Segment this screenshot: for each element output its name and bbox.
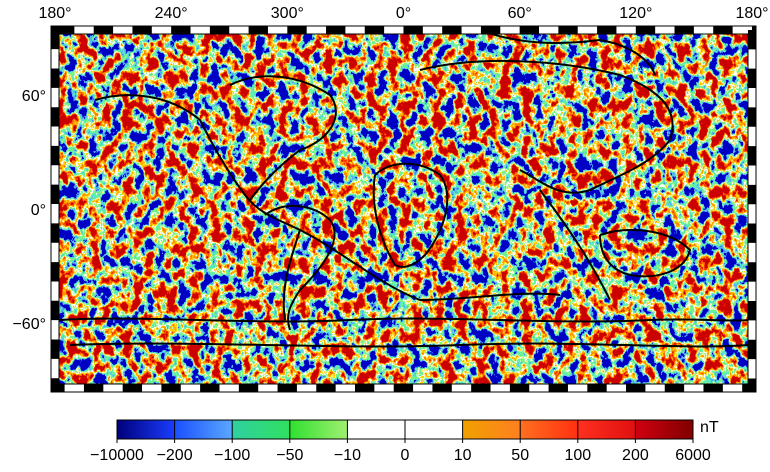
lon-label: 300° bbox=[271, 5, 304, 22]
colorbar-label: 6000 bbox=[675, 447, 711, 464]
colorbar-label: −10 bbox=[334, 447, 361, 464]
lon-label: 60° bbox=[508, 5, 532, 22]
colorbar-label: −200 bbox=[157, 447, 193, 464]
colorbar-segment bbox=[117, 420, 175, 439]
colorbar-unit: nT bbox=[700, 419, 719, 436]
colorbar-label: −50 bbox=[276, 447, 303, 464]
lon-label: 0° bbox=[396, 5, 411, 22]
colorbar-segment bbox=[232, 420, 290, 439]
colorbar-label: 10 bbox=[454, 447, 472, 464]
latitude-labels: 60° 0° −60° bbox=[12, 88, 46, 333]
figure: 180°240°300°0°60°120°180° 60°0°−60° −100… bbox=[0, 0, 770, 467]
lon-label: 240° bbox=[155, 5, 188, 22]
colorbar-segment bbox=[635, 420, 693, 439]
lon-label: 180° bbox=[735, 5, 768, 22]
colorbar-segment bbox=[520, 420, 578, 439]
lon-label: 120° bbox=[619, 5, 652, 22]
colorbar-label: 100 bbox=[564, 447, 591, 464]
colorbar-segment bbox=[347, 420, 405, 439]
colorbar-label: −10000 bbox=[90, 447, 144, 464]
lat-label: −60° bbox=[12, 316, 46, 333]
lat-label: 60° bbox=[22, 88, 46, 105]
colorbar-segment bbox=[578, 420, 636, 439]
colorbar-segment bbox=[405, 420, 463, 439]
longitude-labels: 180° 240° 300° 0° 60° 120° 180° bbox=[38, 5, 768, 22]
colorbar-label: 0 bbox=[401, 447, 410, 464]
lon-label: 180° bbox=[38, 5, 71, 22]
lat-label: 0° bbox=[31, 202, 46, 219]
colorbar-label: 200 bbox=[622, 447, 649, 464]
colorbar-segment bbox=[290, 420, 348, 439]
colorbar-label: 50 bbox=[511, 447, 529, 464]
colorbar-segment bbox=[463, 420, 521, 439]
colorbar-label: −100 bbox=[214, 447, 250, 464]
colorbar-segment bbox=[175, 420, 233, 439]
colorbar: −10000−200−100−50−10010501002006000 bbox=[90, 420, 711, 464]
